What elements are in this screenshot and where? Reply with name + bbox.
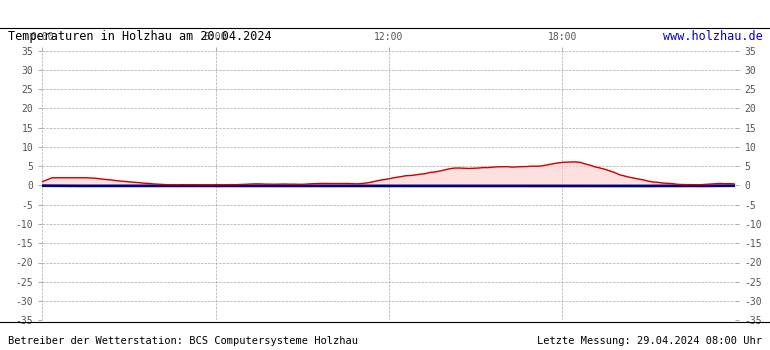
Text: Betreiber der Wetterstation: BCS Computersysteme Holzhau: Betreiber der Wetterstation: BCS Compute… bbox=[8, 336, 358, 346]
Text: Letzte Messung: 29.04.2024 08:00 Uhr: Letzte Messung: 29.04.2024 08:00 Uhr bbox=[537, 336, 762, 346]
Text: www.holzhau.de: www.holzhau.de bbox=[662, 30, 762, 43]
Text: Temperaturen in Holzhau am 20.04.2024: Temperaturen in Holzhau am 20.04.2024 bbox=[8, 30, 271, 43]
